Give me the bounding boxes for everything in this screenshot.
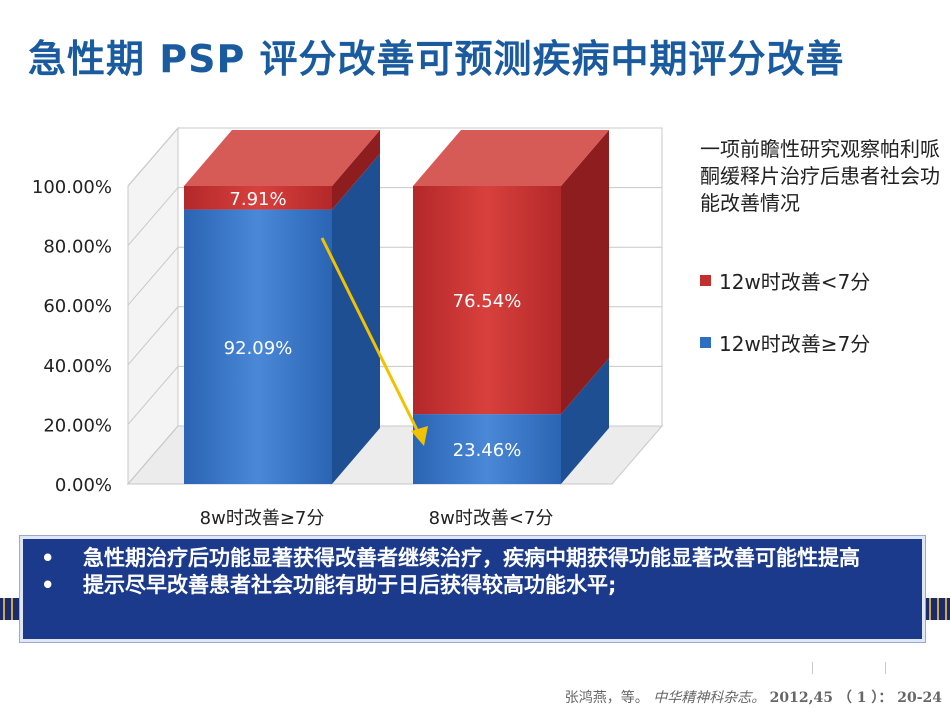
- y-tick-label: 40.00%: [43, 356, 112, 377]
- bullet-text: 提示尽早改善患者社会功能有助于日后获得较高功能水平;: [83, 573, 617, 597]
- y-tick-label: 80.00%: [43, 237, 112, 258]
- bullet-item: • 急性期治疗后功能显著获得改善者继续治疗，疾病中期获得功能显著改善可能性提高: [37, 545, 908, 572]
- bar-top: [413, 130, 609, 186]
- bar-segment: [184, 209, 332, 485]
- bar-side: [332, 130, 380, 210]
- annotation-arrow-line: [320, 237, 423, 439]
- y-tick-label: 60.00%: [43, 296, 112, 317]
- bar-segment: [413, 186, 561, 415]
- legend-swatch-blue: [700, 337, 711, 348]
- citation: 张鸿燕，等。 中华精神科杂志。 2012,45 （ 1 ）： 20-24: [565, 687, 942, 707]
- data-label: 23.46%: [453, 440, 522, 461]
- citation-journal: 中华精神科杂志。: [653, 690, 766, 706]
- conclusion-box: • 急性期治疗后功能显著获得改善者继续治疗，疾病中期获得功能显著改善可能性提高 …: [20, 536, 925, 642]
- legend-item-blue: 12w时改善≥7分: [700, 328, 870, 357]
- legend-swatch-red: [700, 275, 711, 286]
- decorative-tick: [812, 662, 813, 674]
- bar-top: [184, 130, 380, 186]
- decorative-tick: [885, 662, 886, 674]
- decorative-stripe-right: [926, 598, 950, 620]
- bullet-item: • 提示尽早改善患者社会功能有助于日后获得较高功能水平;: [37, 572, 908, 599]
- citation-authors: 张鸿燕，等。: [564, 690, 649, 706]
- y-tick-label: 100.00%: [32, 177, 112, 198]
- bar-side: [561, 130, 609, 415]
- slide-title: 急性期 PSP 评分改善可预测疾病中期评分改善: [28, 37, 845, 81]
- bar-side: [561, 358, 609, 484]
- x-category-label: 8w时改善≥7分: [200, 508, 325, 529]
- bar-segment: [184, 186, 332, 210]
- x-category-label: 8w时改善<7分: [429, 508, 554, 529]
- bullet-text: 急性期治疗后功能显著获得改善者继续治疗，疾病中期获得功能显著改善可能性提高: [83, 546, 860, 570]
- side-note: 一项前瞻性研究观察帕利哌酮缓释片治疗后患者社会功能改善情况: [700, 137, 940, 215]
- bar-side: [332, 153, 380, 485]
- decorative-stripe-left: [0, 598, 22, 620]
- legend-label-red: 12w时改善<7分: [719, 270, 871, 294]
- y-tick-label: 20.00%: [43, 415, 112, 436]
- bar-segment: [413, 414, 561, 484]
- bullet-dot: •: [41, 573, 55, 597]
- data-label: 92.09%: [224, 338, 293, 359]
- legend-item-red: 12w时改善<7分: [700, 266, 870, 295]
- chart-side-wall: [127, 126, 179, 486]
- data-label: 7.91%: [229, 189, 286, 210]
- citation-volume: 2012,45 （ 1 ）： 20-24: [769, 690, 942, 706]
- gridline: [127, 127, 662, 187]
- legend-label-blue: 12w时改善≥7分: [719, 332, 871, 356]
- data-label: 76.54%: [453, 291, 522, 312]
- bullet-dot: •: [41, 546, 55, 570]
- y-tick-label: 0.00%: [55, 475, 112, 496]
- annotation-arrow-head: [411, 426, 428, 446]
